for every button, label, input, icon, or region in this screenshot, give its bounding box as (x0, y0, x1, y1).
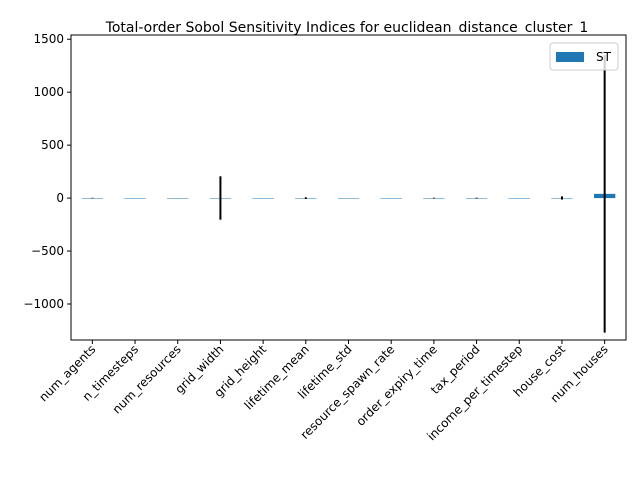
bar-num_resources (167, 198, 189, 199)
bars-layer (81, 193, 616, 199)
y-tick-label: −1000 (23, 297, 64, 311)
bar-resource_spawn_rate (380, 198, 402, 199)
plot-frame (70, 34, 627, 341)
bar-n_timesteps (124, 198, 146, 199)
y-tick-label: 0 (56, 191, 64, 205)
y-tick-label: 1500 (33, 32, 64, 46)
legend-label: ST (596, 50, 612, 64)
y-tick-label: −500 (31, 244, 64, 258)
y-tick-label: 1000 (33, 85, 64, 99)
chart-title: Total-order Sobol Sensitivity Indices fo… (105, 20, 589, 36)
y-tick-label: 500 (41, 138, 64, 152)
legend: ST (549, 42, 619, 71)
bar-grid_height (252, 198, 274, 199)
x-tick-label-order_expiry_time: order_expiry_time (353, 342, 440, 429)
legend-swatch (556, 52, 584, 62)
bar-lifetime_std (337, 198, 360, 199)
y-axis: −1000 −500 0 500 1000 1500 (23, 32, 71, 311)
errorbars-layer (91, 55, 606, 333)
x-axis: num_agentsn_timestepsnum_resourcesgrid_w… (36, 340, 611, 443)
bar-income_per_timestep (508, 198, 530, 199)
